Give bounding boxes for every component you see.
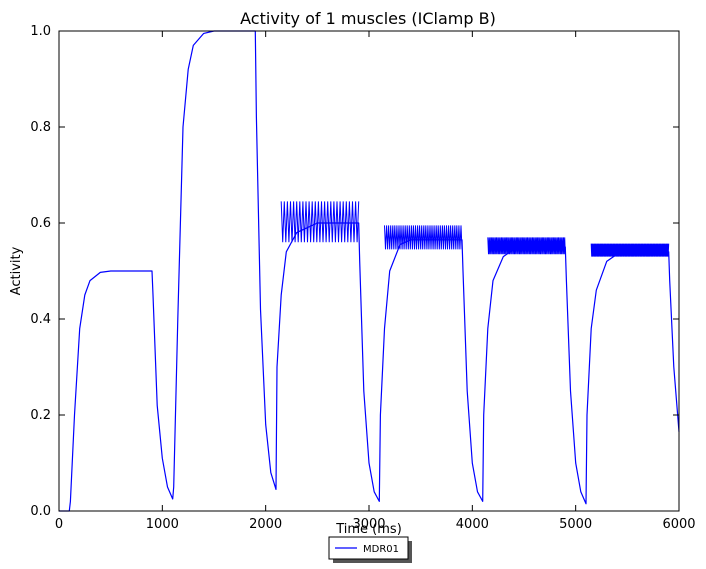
y-tick-label: 0.6 — [30, 216, 51, 231]
chart-title: Activity of 1 muscles (IClamp B) — [240, 9, 496, 28]
x-tick-label: 4000 — [456, 517, 489, 532]
y-axis-label: Activity — [9, 246, 24, 295]
legend-box — [328, 536, 409, 560]
y-tick-label: 1.0 — [30, 24, 51, 39]
x-tick-label: 1000 — [146, 517, 179, 532]
x-tick-label: 6000 — [662, 517, 695, 532]
oscillation-band-1 — [280, 201, 360, 243]
oscillation-band-3 — [487, 237, 566, 255]
y-tick-label: 0.2 — [30, 408, 51, 423]
x-ticks: 0 1000 2000 3000 4000 5000 6000 — [55, 31, 696, 532]
plot-area — [59, 31, 679, 511]
oscillation-band-2 — [384, 225, 463, 250]
x-axis-label: Time (ms) — [335, 522, 402, 537]
x-tick-label: 0 — [55, 517, 63, 532]
oscillation-band-4 — [590, 243, 670, 257]
x-tick-label: 5000 — [559, 517, 592, 532]
x-tick-label: 3000 — [352, 517, 385, 532]
x-tick-label: 2000 — [249, 517, 282, 532]
y-tick-label: 0.8 — [30, 120, 51, 135]
y-tick-label: 0.0 — [30, 504, 51, 519]
legend: MDR01 — [328, 536, 412, 563]
y-ticks: 0.0 0.2 0.4 0.6 0.8 1.0 — [30, 24, 679, 519]
legend-label-mdr01: MDR01 — [363, 544, 399, 555]
y-tick-label: 0.4 — [30, 312, 51, 327]
series-layer — [59, 30, 680, 512]
series-line-mdr01 — [59, 30, 680, 512]
